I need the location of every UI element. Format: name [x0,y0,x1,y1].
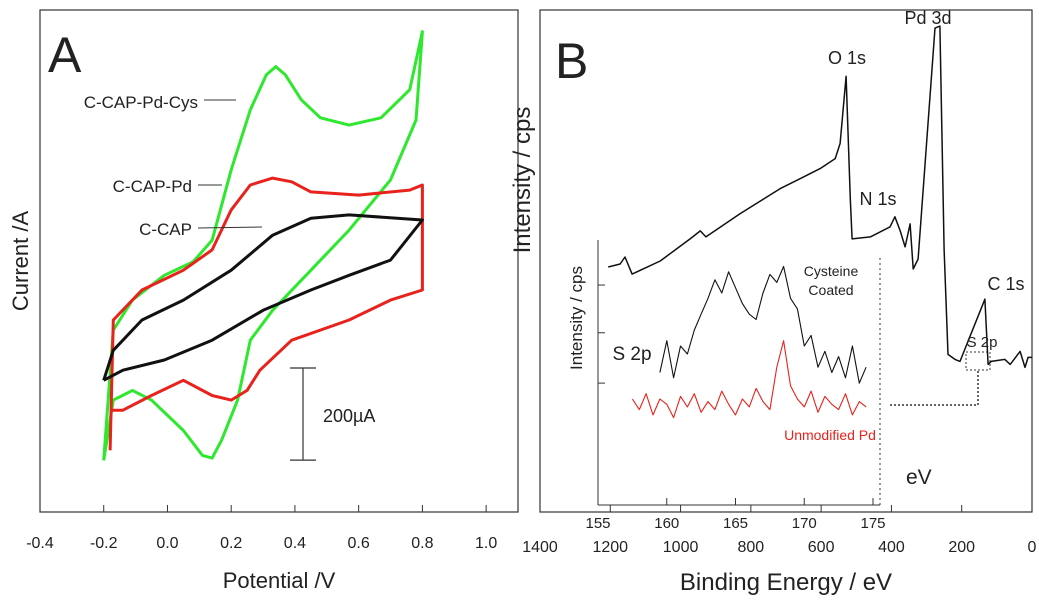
series-label-box: Cysteine Coated [803,263,859,298]
inset-x-tick-label: 155 [585,515,610,532]
x-axis-title: Binding Energy / eV [680,569,892,596]
x-tick-label: 0.2 [220,535,242,552]
inset-connector [890,370,979,406]
peak-label: C 1s [987,274,1024,294]
series-label: C-CAP [139,220,192,239]
x-tick-label: 1200 [592,539,628,556]
x-tick-label: -0.2 [90,535,118,552]
x-tick-label: 800 [738,539,765,556]
x-tick-label: 0.6 [348,535,370,552]
data-line [659,265,867,384]
y-axis-title: Current /A [8,211,33,312]
series-label: Cysteine Coated [803,263,859,298]
x-tick-label: 1.0 [475,535,497,552]
x-tick-label: 200 [948,539,975,556]
x-tick-label: -0.4 [26,535,54,552]
peak-label: N 1s [859,189,896,209]
inset-x-tick-label: 170 [792,515,817,532]
panel-b-frame [539,9,1033,513]
zoom-box [965,351,991,371]
x-tick-label: 1400 [522,539,558,556]
scale-label: 200µA [323,406,375,426]
inset-annotation: S 2p [612,344,651,365]
peak-label: S 2p [967,334,998,351]
x-tick-label: 0.4 [284,535,306,552]
peak-label: O 1s [828,48,866,68]
inset-x-tick-label: 160 [654,515,679,532]
leader-line [197,226,263,229]
data-line [631,340,867,419]
inset-x-tick-label: 165 [723,515,748,532]
x-tick-label: 0.0 [156,535,178,552]
data-line [608,25,1032,369]
inset-y-title: Intensity / cps [567,266,586,370]
x-tick-label: 600 [808,539,835,556]
series-label: C-CAP-Pd [113,177,192,196]
panel-letter: A [48,27,82,83]
panel-a-frame [39,9,519,513]
series-label: Unmodified Pd [784,427,876,443]
panel-letter: B [555,33,588,89]
inset-x-tick-label: 175 [860,515,885,532]
y-axis-title: Intensity / cps [509,107,536,254]
x-axis-title: Potential /V [223,568,336,593]
x-tick-label: 400 [878,539,905,556]
inset-x-title: eV [906,466,932,489]
series-label: C-CAP-Pd-Cys [84,93,198,112]
data-line [108,176,424,451]
peak-label: Pd 3d [904,8,951,28]
x-tick-label: 0 [1028,539,1037,556]
x-tick-label: 0.8 [411,535,433,552]
x-tick-label: 1000 [663,539,699,556]
data-line [102,213,424,382]
data-line [102,30,424,461]
